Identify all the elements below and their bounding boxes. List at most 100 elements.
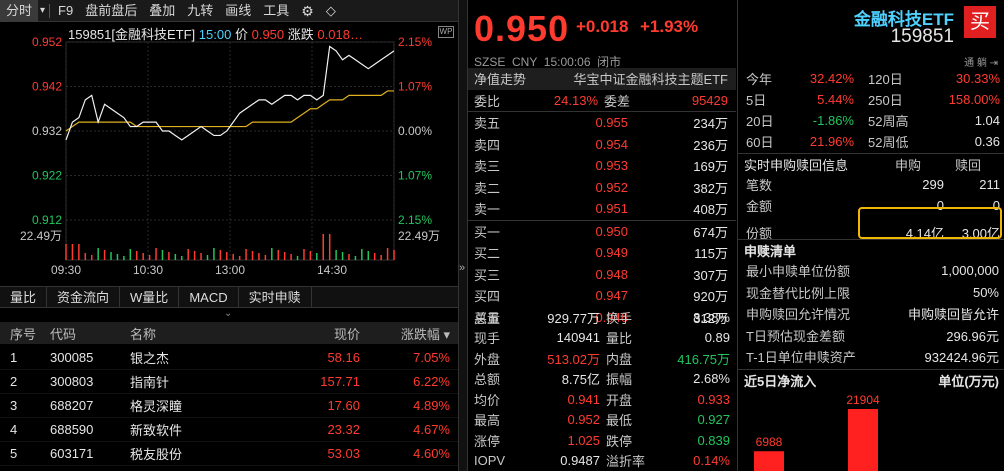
ask-level[interactable]: 卖三 0.953 169万 bbox=[468, 155, 736, 177]
stat-label: 量比 bbox=[606, 331, 633, 347]
trade-stats: 总量 929.77万 换手 8.38% 现手 140941 量比 0.89 外盘 513.02万内… bbox=[468, 307, 736, 471]
row-index: 2 bbox=[10, 374, 18, 389]
ask-level[interactable]: 卖一 0.951 408万 bbox=[468, 198, 736, 220]
stat-label: 外盘 bbox=[474, 351, 501, 367]
bid-price: 0.949 bbox=[595, 245, 628, 261]
volume-tick-right: 22.49万 bbox=[398, 229, 440, 243]
tab-intraday[interactable]: 分时 bbox=[0, 0, 39, 22]
ask-label: 卖四 bbox=[474, 137, 501, 153]
ask-level[interactable]: 卖二 0.952 382万 bbox=[468, 177, 736, 199]
chart-security-name: 159851[金融科技ETF] bbox=[68, 27, 196, 42]
ask-label: 卖一 bbox=[474, 202, 501, 218]
col-code[interactable]: 代码 bbox=[50, 326, 77, 342]
gear-icon[interactable]: ⚙ bbox=[301, 2, 314, 19]
row-price: 157.71 bbox=[320, 374, 360, 389]
col-pct[interactable]: 涨跌幅 ▾ bbox=[400, 326, 450, 342]
bid-volume: 920万 bbox=[693, 289, 728, 305]
row-name: 新致软件 bbox=[130, 423, 183, 438]
ask-volume: 234万 bbox=[693, 116, 728, 132]
nav-trend-bar[interactable]: 净值走势 华宝中证金融科技主题ETF bbox=[468, 68, 736, 90]
tab-draw-line[interactable]: 画线 bbox=[225, 2, 252, 18]
volume-tick: 22.49万 bbox=[20, 229, 62, 243]
table-row[interactable]: 4 688590 新致软件 23.32 4.67% bbox=[0, 418, 458, 442]
row-index: 3 bbox=[10, 398, 18, 413]
tab-volume-ratio[interactable]: 量比 bbox=[0, 287, 48, 307]
intraday-chart[interactable]: 159851[金融科技ETF] 15:00 价 0.950 涨跌 0.018… … bbox=[0, 22, 458, 284]
expand-chevron-icon[interactable]: » bbox=[459, 262, 466, 274]
subscription-row: 金额 0 0 bbox=[738, 195, 1004, 216]
col-index[interactable]: 序号 bbox=[10, 326, 37, 342]
shortcut-icons[interactable]: 通 躺 ⇥ bbox=[964, 58, 998, 69]
netflow-unit: 单位(万元) bbox=[938, 373, 999, 389]
netflow-label: 6988 bbox=[756, 435, 783, 449]
redemption-value: 296.96元 bbox=[946, 328, 999, 344]
tab-overlay[interactable]: 叠加 bbox=[149, 2, 176, 18]
chart-header: 159851[金融科技ETF] 15:00 价 0.950 涨跌 0.018… bbox=[68, 24, 363, 43]
subscription-buy: 299 bbox=[922, 177, 944, 192]
bid-label: 买一 bbox=[474, 224, 501, 240]
dropdown-caret-icon[interactable]: ▾ bbox=[40, 4, 46, 16]
redemption-value: 50% bbox=[972, 284, 999, 300]
perf-label: 20日 bbox=[746, 114, 774, 129]
row-index: 5 bbox=[10, 446, 18, 461]
redemption-label: T日预估现金差额 bbox=[746, 328, 845, 344]
table-row[interactable]: 2 300803 指南针 157.71 6.22% bbox=[0, 370, 458, 394]
pct-tick: 1.07% bbox=[398, 80, 432, 94]
time-tick: 13:00 bbox=[215, 263, 245, 277]
perf-label: 52周低 bbox=[868, 135, 909, 150]
panel-divider[interactable]: » bbox=[458, 0, 468, 471]
tab-fund-flow[interactable]: 资金流向 bbox=[47, 287, 121, 307]
netflow-title: 近5日净流入 bbox=[744, 373, 817, 389]
perf-value: 32.42% bbox=[809, 71, 854, 86]
weibi-label: 委比 bbox=[474, 93, 501, 109]
col-price[interactable]: 现价 bbox=[333, 326, 360, 342]
perf-label: 52周高 bbox=[868, 114, 909, 129]
stat-value: 929.77万 bbox=[547, 310, 600, 326]
price-change-pct: +1.93% bbox=[640, 17, 699, 36]
subscription-header: 实时申购赎回信息 申购 赎回 bbox=[738, 153, 1004, 175]
tab-f9[interactable]: F9 bbox=[58, 2, 74, 18]
tab-pre-post-market[interactable]: 盘前盘后 bbox=[85, 2, 138, 18]
col-name[interactable]: 名称 bbox=[130, 326, 157, 342]
wp-icon[interactable]: WP bbox=[438, 26, 454, 38]
pct-tick: 0.00% bbox=[398, 124, 432, 138]
bid-level[interactable]: 买五 0.946 312万 bbox=[468, 307, 736, 329]
stat-label: 开盘 bbox=[606, 392, 633, 408]
table-row[interactable]: 1 300085 银之杰 58.16 7.05% bbox=[0, 346, 458, 370]
ask-level[interactable]: 卖四 0.954 236万 bbox=[468, 134, 736, 156]
row-code: 688590 bbox=[50, 422, 94, 437]
ask-price: 0.954 bbox=[595, 136, 628, 152]
tab-tools[interactable]: 工具 bbox=[263, 2, 290, 18]
bid-level[interactable]: 买二 0.949 115万 bbox=[468, 242, 736, 264]
redemption-label: 申购赎回允许情况 bbox=[746, 307, 851, 323]
tab-w-volume-ratio[interactable]: W量比 bbox=[120, 287, 180, 307]
collapse-arrow-icon[interactable]: ⌄ bbox=[224, 308, 233, 319]
perf-row: 60日 21.96% 52周低 0.36 bbox=[738, 131, 1004, 152]
tab-realtime-subscription[interactable]: 实时申赎 bbox=[239, 287, 312, 307]
ask-volume: 236万 bbox=[693, 137, 728, 153]
table-row[interactable]: 5 603171 税友股份 53.03 4.60% bbox=[0, 442, 458, 466]
tab-macd[interactable]: MACD bbox=[179, 287, 239, 307]
stat-label: 总额 bbox=[474, 372, 501, 388]
bid-level[interactable]: 买一 0.950 674万 bbox=[468, 221, 736, 243]
bid-label: 买二 bbox=[474, 246, 501, 262]
diamond-icon[interactable]: ◇ bbox=[325, 2, 336, 18]
buy-button[interactable]: 买 bbox=[964, 6, 996, 38]
row-pct: 7.05% bbox=[413, 350, 450, 365]
subscription-sell: 0 bbox=[992, 198, 1000, 213]
stat-value: 416.75万 bbox=[677, 351, 730, 367]
ask-label: 卖三 bbox=[474, 159, 501, 175]
bid-level[interactable]: 买三 0.948 307万 bbox=[468, 264, 736, 286]
etf-name: 金融科技ETF bbox=[853, 10, 954, 29]
subscription-row: 份额 4.14亿 3.00亿 bbox=[738, 216, 1004, 248]
row-code: 688207 bbox=[50, 398, 94, 413]
toolbar-divider bbox=[49, 3, 51, 18]
tab-nine-turn[interactable]: 九转 bbox=[187, 2, 214, 18]
stat-label: 振幅 bbox=[606, 372, 633, 388]
ask-price: 0.955 bbox=[595, 115, 628, 131]
stat-label: 内盘 bbox=[606, 351, 633, 367]
bid-level[interactable]: 买四 0.947 920万 bbox=[468, 285, 736, 307]
quote-panel: 0.950 +0.018 +1.93% SZSE CNY 15:00:06 闭市… bbox=[468, 0, 736, 471]
ask-level[interactable]: 卖五 0.955 234万 bbox=[468, 112, 736, 134]
table-row[interactable]: 3 688207 格灵深瞳 17.60 4.89% bbox=[0, 394, 458, 418]
